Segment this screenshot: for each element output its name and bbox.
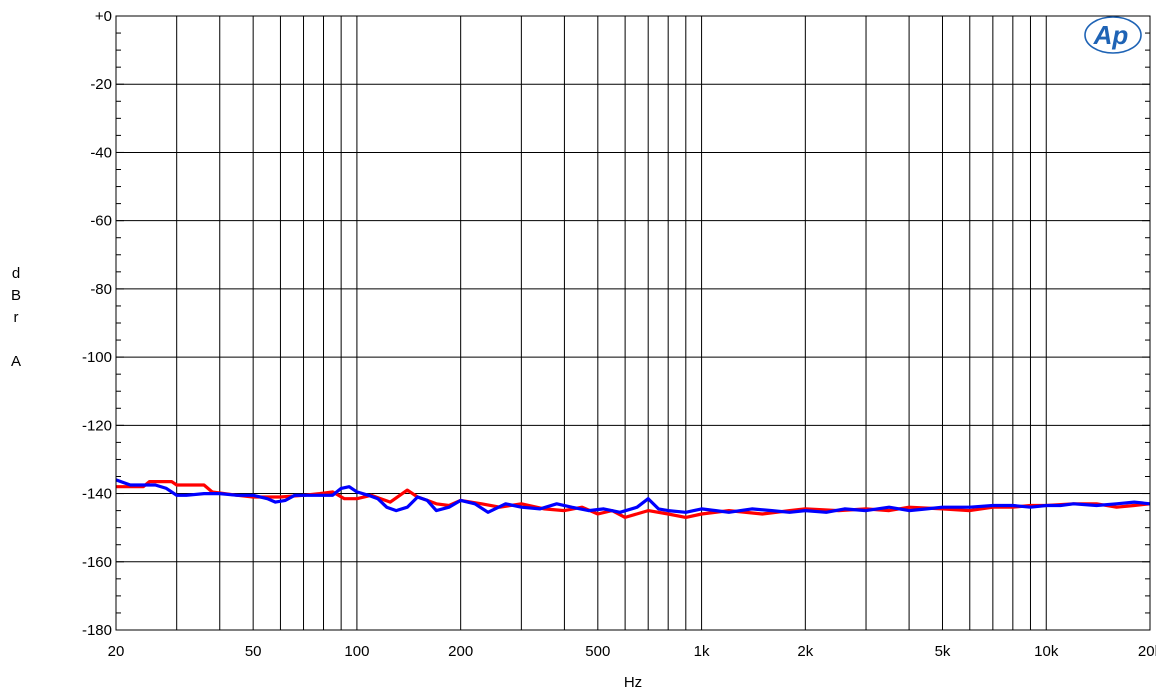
x-axis-ticks: 20 50 100 200 500 1k 2k 5k 10k 20k: [108, 643, 1156, 660]
y-tick-label: -60: [90, 213, 112, 230]
y-tick-label: -20: [90, 76, 112, 93]
y-tick-label: -160: [82, 554, 112, 571]
grid: [116, 16, 1150, 630]
x-tick-label: 10k: [1034, 643, 1059, 660]
y-tick-label: -100: [82, 349, 112, 366]
y-axis-label: dBr A: [11, 265, 21, 370]
y-tick-label: -40: [90, 144, 112, 161]
y-tick-label: -80: [90, 281, 112, 298]
y-axis-label-char: d: [12, 265, 20, 282]
x-axis-label: Hz: [624, 674, 642, 691]
x-tick-label: 50: [245, 643, 262, 660]
y-tick-label: -140: [82, 486, 112, 503]
x-tick-label: 1k: [694, 643, 710, 660]
plot-frame: [115, 15, 1151, 631]
x-tick-label: 2k: [797, 643, 813, 660]
x-tick-label: 200: [448, 643, 473, 660]
x-tick-label: 20: [108, 643, 125, 660]
y-axis-label-char: B: [11, 287, 21, 304]
y-tick-label: +0: [95, 8, 112, 25]
y-tick-label: -180: [82, 622, 112, 639]
series-line-red: [116, 480, 1151, 520]
ap-logo-text: Ap: [1093, 20, 1129, 50]
series-line-blue: [115, 478, 1151, 514]
y-axis-label-char: r: [14, 309, 19, 326]
series-layer: [115, 478, 1151, 520]
x-tick-label: 5k: [935, 643, 951, 660]
y-axis-ticks: +0 -20 -40 -60 -80 -100 -120 -140 -160 -180: [82, 8, 1150, 639]
x-tick-label: 100: [344, 643, 369, 660]
x-tick-label: 20k: [1138, 643, 1156, 660]
y-axis-label-char: A: [11, 353, 21, 370]
y-tick-label: -120: [82, 417, 112, 434]
x-tick-label: 500: [585, 643, 610, 660]
ap-logo: Ap: [1084, 16, 1142, 54]
